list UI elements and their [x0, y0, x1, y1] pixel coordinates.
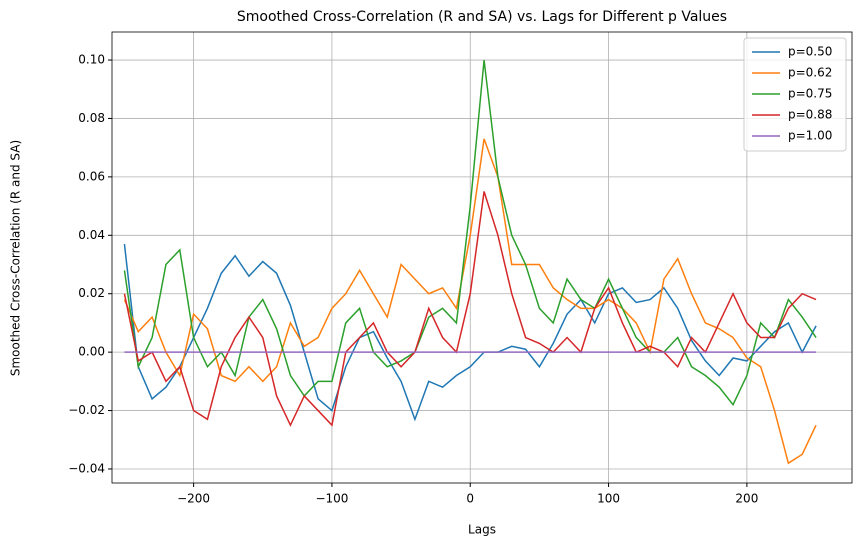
y-tick-label: 0.06	[78, 169, 105, 183]
y-tick-label: 0.00	[78, 345, 105, 359]
legend-label: p=0.50	[788, 45, 832, 59]
y-tick-label: −0.02	[68, 403, 105, 417]
legend-label: p=0.62	[788, 66, 832, 80]
y-tick-label: 0.04	[78, 228, 105, 242]
legend-box	[743, 37, 847, 152]
series-line	[123, 59, 817, 407]
x-tick-label: −200	[177, 492, 210, 506]
x-tick-label: 200	[735, 492, 758, 506]
legend-label: p=1.00	[788, 129, 832, 143]
plot-frame	[111, 31, 853, 484]
y-tick-label: −0.04	[68, 461, 105, 475]
y-tick-label: 0.02	[78, 286, 105, 300]
legend-label: p=0.88	[788, 108, 832, 122]
series-line	[123, 243, 817, 422]
legend-label: p=0.75	[788, 87, 832, 101]
y-axis-label: Smoothed Cross-Correlation (R and SA)	[9, 140, 23, 376]
x-tick-label: −100	[315, 492, 348, 506]
y-tick-label: 0.10	[78, 53, 105, 67]
series-line	[123, 138, 817, 465]
series-line	[123, 191, 817, 427]
y-tick-label: 0.08	[78, 111, 105, 125]
x-axis-label: Lags	[468, 523, 496, 537]
legend: p=0.50 p=0.62 p=0.75 p=0.88 p=1.00	[743, 37, 847, 152]
x-tick-label: 100	[597, 492, 620, 506]
x-tick-label: 0	[466, 492, 474, 506]
chart-title: Smoothed Cross-Correlation (R and SA) vs…	[237, 9, 727, 25]
